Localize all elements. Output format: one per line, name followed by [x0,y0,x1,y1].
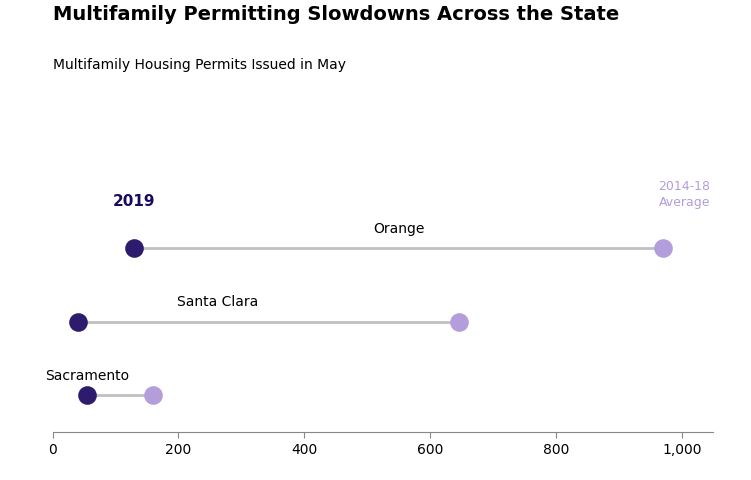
Point [81,392,93,399]
Text: Multifamily Housing Permits Issued in May: Multifamily Housing Permits Issued in Ma… [53,58,345,72]
Text: 2014-18
Average: 2014-18 Average [659,179,710,208]
Text: Sacramento: Sacramento [45,368,129,382]
Text: Multifamily Permitting Slowdowns Across the State: Multifamily Permitting Slowdowns Across … [53,5,619,24]
Text: Santa Clara: Santa Clara [177,295,258,309]
Point [657,245,669,252]
Text: 2019: 2019 [113,193,155,208]
Point [128,245,140,252]
Point [147,392,159,399]
Text: Orange: Orange [373,221,424,235]
Point [453,318,465,326]
Point [72,318,84,326]
